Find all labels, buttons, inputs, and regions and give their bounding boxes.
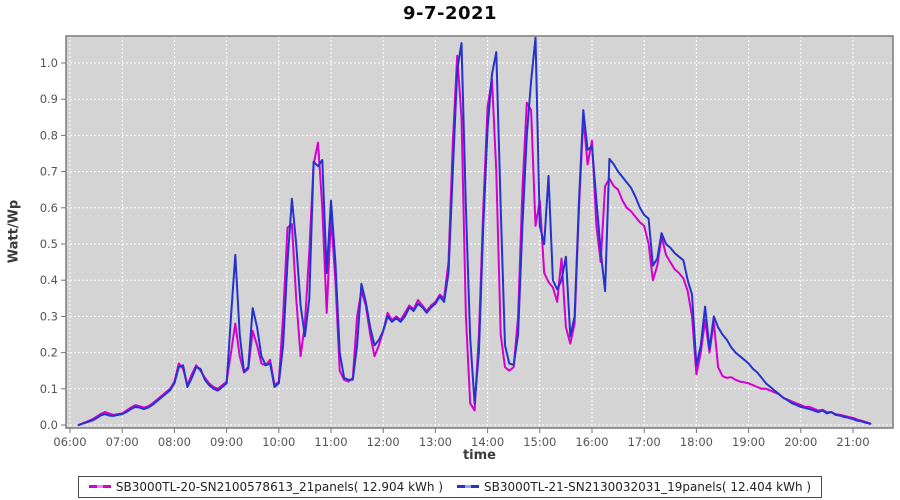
svg-text:07:00: 07:00 (106, 435, 139, 449)
svg-text:18:00: 18:00 (680, 435, 713, 449)
svg-text:10:00: 10:00 (262, 435, 295, 449)
svg-text:0.9: 0.9 (40, 92, 58, 106)
svg-text:08:00: 08:00 (158, 435, 191, 449)
svg-text:11:00: 11:00 (314, 435, 347, 449)
series1-line-swatch (88, 484, 111, 489)
svg-text:0.4: 0.4 (40, 273, 58, 287)
svg-text:0.6: 0.6 (40, 201, 58, 215)
chart-legend: SB3000TL-20-SN2100578613_21panels( 12.90… (0, 473, 900, 498)
svg-text:19:00: 19:00 (732, 435, 765, 449)
svg-text:15:00: 15:00 (523, 435, 556, 449)
svg-text:21:00: 21:00 (836, 435, 869, 449)
svg-text:1.0: 1.0 (40, 56, 58, 70)
series1-legend-label: SB3000TL-20-SN2100578613_21panels( 12.90… (115, 479, 443, 494)
svg-text:17:00: 17:00 (628, 435, 661, 449)
legend-item-inverter-21: SB3000TL-21-SN2130032031_19panels( 12.40… (457, 480, 811, 494)
svg-text:0.0: 0.0 (40, 418, 58, 432)
x-axis-label: time (462, 448, 497, 463)
series2-legend-label: SB3000TL-21-SN2130032031_19panels( 12.40… (484, 479, 812, 494)
chart-title: 9-7-2021 (402, 3, 498, 24)
svg-text:0.2: 0.2 (40, 346, 58, 360)
svg-text:16:00: 16:00 (575, 435, 608, 449)
svg-text:09:00: 09:00 (210, 435, 243, 449)
svg-text:0.8: 0.8 (40, 128, 58, 142)
series2-line-swatch (457, 484, 479, 489)
svg-text:20:00: 20:00 (784, 435, 817, 449)
legend-item-inverter-20: SB3000TL-20-SN2100578613_21panels( 12.90… (88, 479, 443, 494)
svg-text:0.3: 0.3 (40, 309, 58, 323)
svg-text:13:00: 13:00 (419, 435, 452, 449)
svg-text:14:00: 14:00 (471, 435, 504, 449)
svg-text:0.7: 0.7 (40, 165, 58, 179)
svg-text:0.1: 0.1 (40, 382, 58, 396)
svg-text:0.5: 0.5 (40, 237, 58, 251)
svg-text:12:00: 12:00 (367, 435, 400, 449)
svg-text:06:00: 06:00 (53, 435, 86, 449)
y-axis-label: Watt/Wp (6, 199, 22, 264)
legend-box: SB3000TL-20-SN2100578613_21panels( 12.90… (77, 475, 823, 498)
